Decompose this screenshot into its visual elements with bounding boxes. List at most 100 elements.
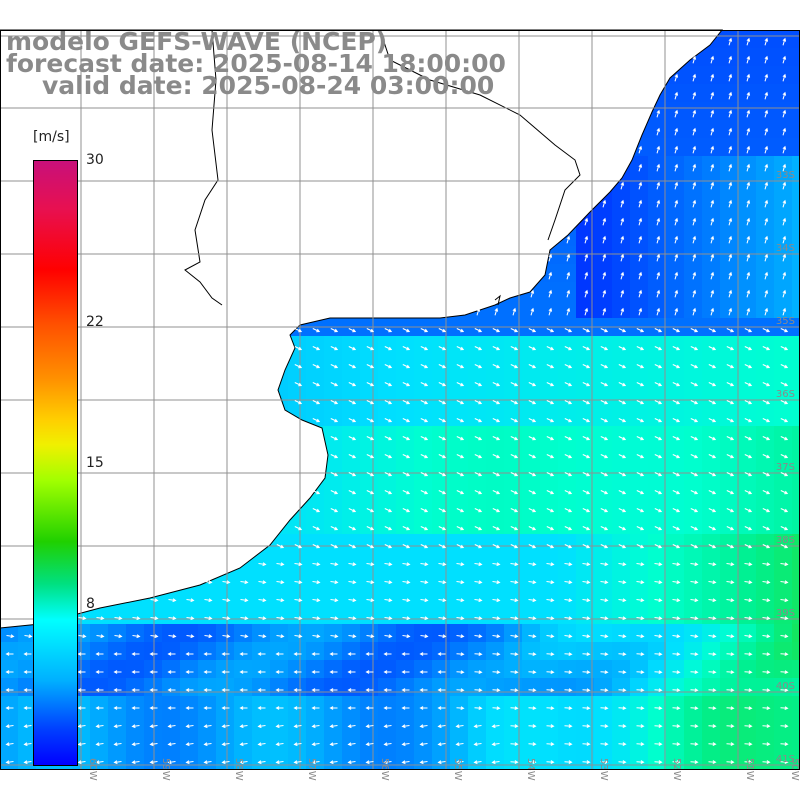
wind-arrow — [312, 634, 321, 639]
wind-arrow — [365, 688, 374, 692]
wind-arrow — [582, 760, 591, 764]
wind-speed-cell — [522, 606, 541, 625]
wind-speed-cell — [684, 426, 703, 445]
wind-speed-cell — [504, 498, 523, 517]
wind-speed-cell — [324, 354, 343, 373]
wind-arrow — [618, 454, 627, 459]
wind-arrow — [132, 616, 141, 621]
wind-arrow — [330, 490, 339, 495]
wind-arrow — [654, 454, 663, 459]
wind-arrow — [708, 724, 717, 728]
wind-speed-cell — [450, 534, 469, 553]
wind-arrow — [492, 688, 501, 692]
wind-arrow — [384, 418, 393, 423]
wind-speed-cell — [522, 354, 541, 373]
wind-arrow — [708, 544, 717, 549]
wind-arrow — [636, 346, 645, 351]
wind-speed-cell — [342, 570, 361, 589]
wind-speed-cell — [684, 498, 703, 517]
wind-arrow — [528, 526, 537, 531]
wind-speed-cell — [540, 732, 559, 751]
wind-arrow — [654, 418, 663, 423]
wind-speed-cell — [648, 714, 667, 733]
wind-speed-cell — [360, 354, 379, 373]
wind-arrow — [744, 580, 753, 585]
wind-speed-cell — [234, 750, 253, 769]
wind-arrow — [746, 253, 751, 262]
wind-arrow — [438, 526, 447, 531]
wind-arrow — [366, 454, 375, 459]
wind-speed-cell — [702, 714, 721, 733]
wind-speed-cell — [450, 696, 469, 715]
wind-arrow — [636, 436, 645, 441]
wind-arrow — [149, 688, 158, 692]
wind-arrow — [312, 364, 321, 369]
wind-speed-cell — [486, 426, 505, 445]
wind-arrow — [510, 598, 519, 603]
wind-arrow — [420, 346, 429, 351]
wind-arrow — [728, 217, 733, 226]
wind-arrow — [203, 742, 212, 747]
wind-speed-cell — [738, 354, 757, 373]
wind-speed-cell — [378, 678, 397, 697]
wind-arrow — [185, 688, 194, 692]
wind-arrow — [528, 454, 537, 459]
wind-arrow — [546, 508, 555, 513]
wind-speed-cell — [360, 552, 379, 571]
wind-arrow — [330, 418, 339, 423]
wind-speed-cell — [522, 480, 541, 499]
wind-speed-cell — [468, 750, 487, 769]
wind-speed-cell — [702, 498, 721, 517]
wind-arrow — [620, 253, 625, 262]
wind-speed-cell — [108, 750, 127, 769]
wind-speed-cell — [360, 660, 379, 679]
wind-speed-cell — [324, 642, 343, 661]
wind-speed-cell — [432, 336, 451, 355]
wind-speed-cell — [666, 462, 685, 481]
wind-arrow — [348, 346, 357, 351]
wind-speed-cell — [684, 732, 703, 751]
wind-arrow — [782, 163, 787, 172]
wind-speed-cell — [720, 426, 739, 445]
wind-arrow — [330, 436, 339, 441]
wind-speed-cell — [414, 750, 433, 769]
wind-arrow — [456, 688, 465, 692]
wind-speed-cell — [792, 192, 800, 211]
wind-speed-cell — [738, 750, 757, 769]
wind-arrow — [258, 580, 267, 585]
wind-arrow — [185, 670, 194, 674]
wind-speed-cell — [378, 444, 397, 463]
wind-speed-cell — [594, 498, 613, 517]
wind-speed-cell — [666, 642, 685, 661]
wind-speed-cell — [432, 696, 451, 715]
wind-speed-cell — [774, 588, 793, 607]
wind-arrow — [365, 652, 374, 656]
wind-speed-cell — [540, 750, 559, 769]
wind-speed-cell — [738, 678, 757, 697]
wind-speed-cell — [612, 408, 631, 427]
wind-speed-cell — [414, 732, 433, 751]
wind-speed-cell — [360, 462, 379, 481]
wind-speed-cell — [324, 534, 343, 553]
wind-arrow — [636, 526, 645, 531]
wind-speed-cell — [486, 372, 505, 391]
wind-speed-cell — [612, 336, 631, 355]
wind-arrow — [566, 307, 571, 316]
wind-arrow — [150, 616, 159, 621]
wind-arrow — [113, 652, 122, 656]
wind-speed-cell — [558, 606, 577, 625]
wind-arrow — [728, 307, 733, 316]
wind-speed-cell — [468, 660, 487, 679]
wind-arrow — [419, 760, 428, 765]
wind-arrow — [546, 706, 555, 710]
wind-arrow — [744, 328, 753, 333]
wind-arrow — [672, 382, 681, 387]
wind-speed-cell — [612, 606, 631, 625]
wind-speed-cell — [414, 498, 433, 517]
wind-speed-cell — [630, 678, 649, 697]
wind-speed-cell — [540, 714, 559, 733]
wind-arrow — [636, 634, 645, 639]
wind-arrow — [582, 742, 591, 746]
wind-arrow — [420, 634, 429, 639]
wind-speed-cell — [414, 516, 433, 535]
